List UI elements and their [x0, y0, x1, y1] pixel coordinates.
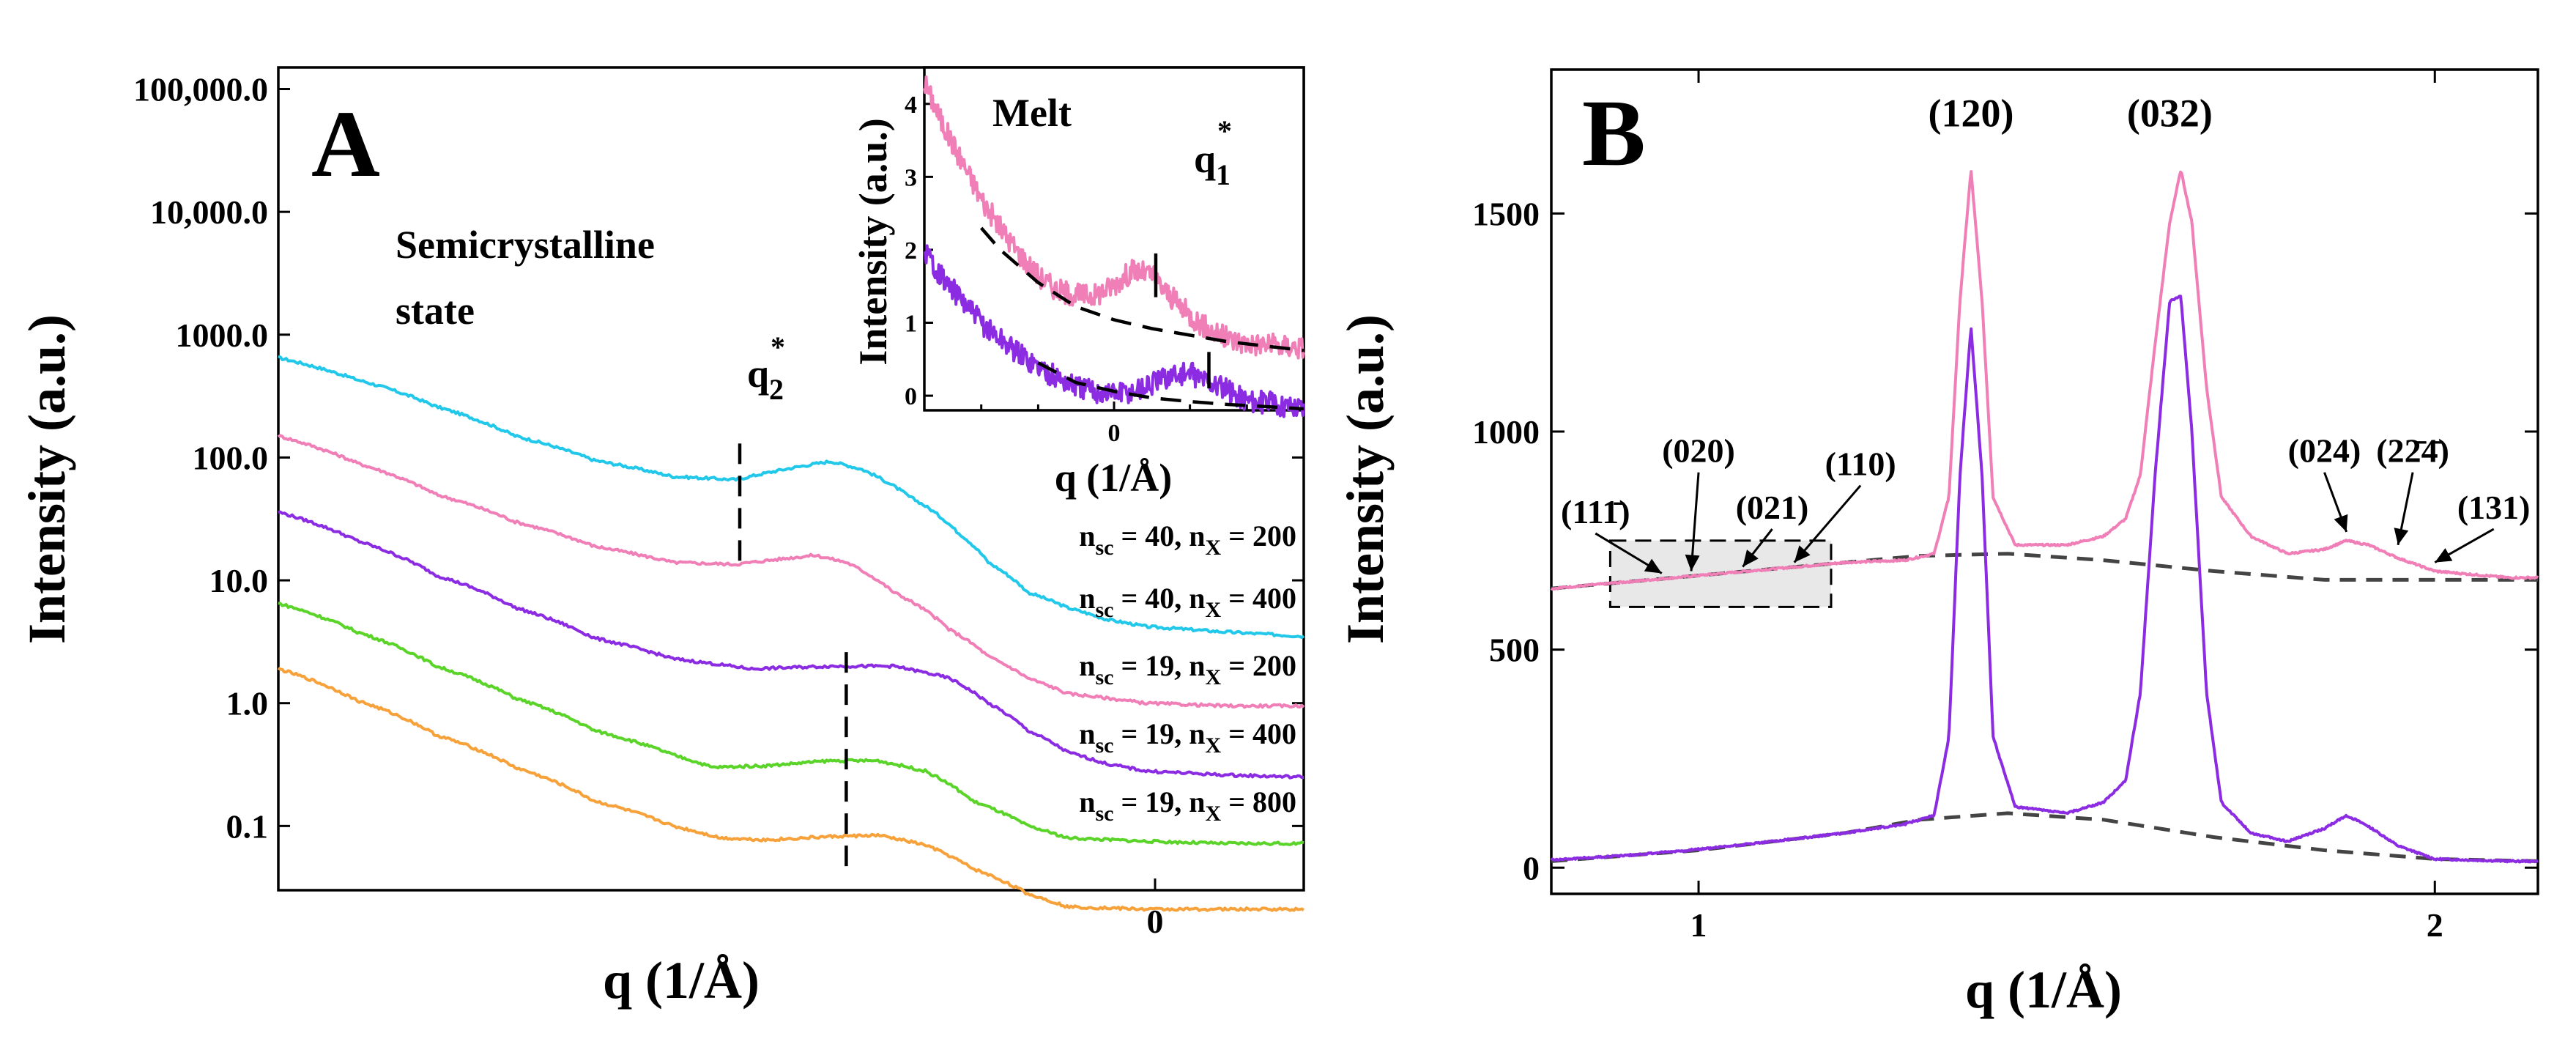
reflection-arrow	[1690, 472, 1700, 571]
reflection-label: (131)	[2457, 489, 2531, 526]
reflection-arrowhead	[2394, 528, 2409, 545]
series-line-cyan	[278, 355, 1305, 639]
x-tick-label: 2	[2427, 906, 2443, 944]
panel-a-label: A	[311, 92, 380, 197]
peak-label: (120)	[1928, 91, 2013, 135]
reflection-label: (024)	[2288, 432, 2361, 470]
panel-a-annotation-semicrystalline: Semicrystalline	[396, 223, 655, 267]
q2-star: *	[771, 330, 785, 363]
reflection-label: (021)	[1736, 489, 1809, 526]
y-tick-label: 100,000.0	[133, 71, 268, 108]
q2-subscript: 2	[769, 373, 784, 406]
panel-a-x-axis-label: q (1/Å)	[603, 951, 760, 1010]
inset-curves	[923, 75, 1305, 418]
reflection-arrowhead	[2435, 548, 2453, 563]
panel-b-label: B	[1582, 81, 1646, 186]
panel-b-peak-labels: (120) (032)	[1928, 91, 2212, 135]
q1-subscript: 1	[1216, 158, 1231, 191]
inset-y-axis-label: Intensity (a.u.)	[851, 118, 895, 366]
panel-b-y-ticks: 0 500 1000 1500	[1472, 195, 2538, 887]
inset-fit-dashed-line	[980, 226, 1304, 352]
y-tick-label: 10.0	[209, 562, 269, 599]
panel-a-annotation-state: state	[396, 289, 475, 333]
series-line-pink	[277, 434, 1305, 709]
series-label: nsc = 19, nX = 800	[1079, 785, 1296, 826]
y-tick-label: 10,000.0	[150, 193, 268, 231]
y-tick-label: 1000.0	[176, 317, 269, 354]
inset-x-ticks: 0	[980, 402, 1248, 447]
inset-title: Melt	[992, 91, 1072, 135]
inset-y-tick-label: 4	[905, 92, 917, 119]
panel-a-frame	[277, 66, 1305, 892]
q1-letter: q	[1194, 137, 1216, 181]
series-line-orange	[277, 667, 1305, 912]
reflection-arrowhead	[1794, 545, 1811, 563]
q2-star-label: q 2 *	[747, 330, 785, 406]
inset-x-axis-label: q (1/Å)	[1055, 456, 1173, 500]
x-tick-label: 0	[1147, 903, 1164, 940]
series-line-purple	[278, 510, 1304, 780]
q2-letter: q	[747, 352, 769, 396]
reflection-label: (111̄)	[1561, 493, 1630, 530]
x-tick-label: 1	[1690, 906, 1707, 944]
y-tick-label: 1500	[1472, 195, 1540, 232]
series-line-green	[278, 602, 1304, 846]
series-line-pink	[1550, 170, 2539, 591]
reflection-arrow	[1793, 484, 1862, 563]
reflection-label: (22̄4̄)	[2376, 432, 2449, 470]
peak-label: (032)	[2127, 91, 2213, 135]
inset-y-ticks: 4 3 2 1 0	[905, 92, 933, 410]
series-label: nsc = 40, nX = 400	[1079, 582, 1296, 622]
y-tick-label: 100.0	[193, 439, 269, 476]
y-tick-label: 0	[1523, 849, 1540, 887]
reflection-label: (020)	[1662, 432, 1735, 470]
panel-a-series-labels: nsc = 40, nX = 200 nsc = 40, nX = 400 nsc …	[1079, 519, 1296, 826]
panel-b-reflection-labels: (111̄) (020)(021) (110) (024) (22̄4̄)(131)	[1561, 432, 2531, 574]
inset-fit-dashed-line	[1037, 361, 1304, 411]
inset-y-tick-label: 0	[905, 383, 917, 410]
reflection-label: (110)	[1825, 445, 1896, 483]
inset-background	[924, 67, 1304, 410]
y-tick-label: 500	[1489, 632, 1540, 669]
q1-star-label: q 1 *	[1194, 114, 1232, 191]
reflection-arrowhead	[2334, 514, 2348, 532]
panel-a-inset: 4 3 2 1 0 0 Melt q 1 * q (1/Å) Intensity (a.…	[851, 66, 1305, 500]
reflection-arrowhead	[1742, 550, 1759, 567]
series-line-purple	[1550, 295, 2539, 864]
reflection-arrowhead	[1685, 554, 1700, 571]
inset-q1-marks	[1154, 253, 1211, 389]
series-label: nsc = 19, nX = 200	[1079, 649, 1296, 689]
inset-series-line-purple	[923, 244, 1305, 418]
inset-y-tick-label: 2	[905, 237, 917, 264]
inset-y-tick-label: 3	[905, 164, 917, 191]
panel-a: 100,000.0 10,000.0 1000.0 100.0 10.0 1.0 0.1 0…	[18, 66, 1305, 1010]
inset-x-tick-label: 0	[1108, 420, 1121, 447]
y-tick-label: 1000	[1472, 413, 1540, 451]
panel-b-curves	[1550, 170, 2539, 864]
q1-star: *	[1217, 114, 1232, 147]
reflection-arrowhead	[1644, 558, 1662, 574]
panel-b-frame	[1550, 68, 2539, 895]
baseline-dashed-line	[1551, 811, 2539, 863]
panel-a-curves	[277, 355, 1305, 912]
panel-a-y-axis-label: Intensity (a.u.)	[18, 314, 76, 644]
inset-y-tick-label: 1	[905, 311, 917, 338]
panel-a-y-ticks: 100,000.0 10,000.0 1000.0 100.0 10.0 1.0 0.1	[133, 71, 1304, 845]
panel-b-y-axis-label: Intensity (a.u.)	[1336, 314, 1395, 644]
panel-a-q2-marks	[738, 443, 848, 869]
panel-b-x-axis-label: q (1/Å)	[1965, 961, 2122, 1019]
series-label: nsc = 19, nX = 400	[1079, 717, 1296, 758]
series-label: nsc = 40, nX = 200	[1079, 519, 1296, 560]
y-tick-label: 1.0	[226, 685, 269, 722]
y-tick-label: 0.1	[226, 807, 269, 845]
